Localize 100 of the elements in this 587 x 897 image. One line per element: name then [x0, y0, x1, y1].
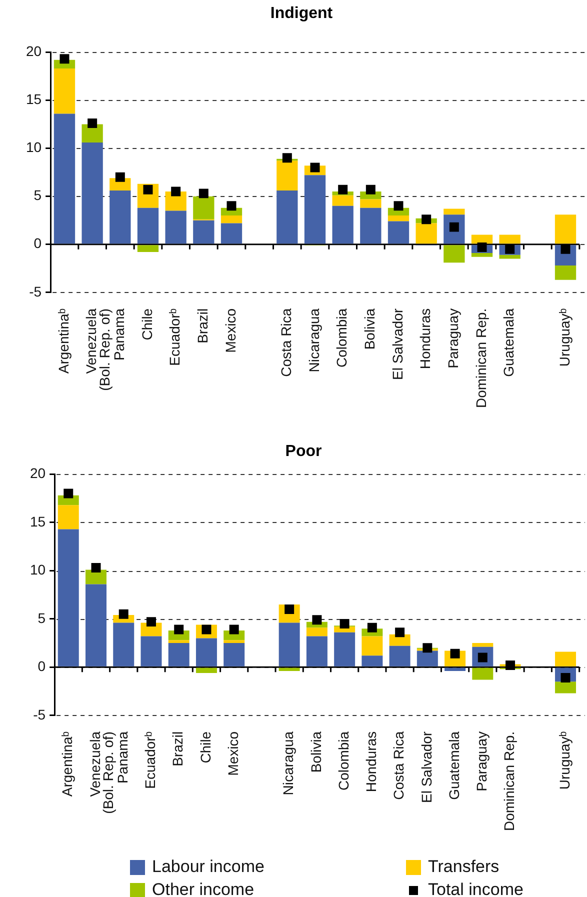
bar [193, 196, 214, 220]
point [312, 615, 322, 625]
y-tick-label: 5 [38, 610, 46, 626]
x-tick-label: Argentinaᵇ [59, 731, 76, 797]
bar [554, 266, 576, 280]
x-tick-label: Honduras [363, 731, 380, 792]
x-tick-label: Dominican Rep. [472, 308, 489, 408]
bar [168, 643, 190, 666]
point [64, 488, 74, 498]
point [60, 54, 70, 64]
y-tick-label: 15 [30, 513, 46, 530]
x-tick-label: Bolivia [308, 731, 324, 773]
x-tick-label: Guatemala [500, 308, 517, 377]
bar [86, 584, 106, 666]
bar [193, 220, 214, 244]
point [171, 186, 181, 196]
bar [278, 668, 300, 672]
point [115, 172, 125, 182]
legend-label: Labour income [152, 857, 264, 877]
x-tick-label: Venezuela (Bol. Rep. of) [86, 731, 116, 814]
bar [224, 640, 245, 644]
legend-label: Transfers [428, 857, 500, 877]
x-tick-label: Honduras [417, 308, 434, 370]
bar [388, 216, 410, 222]
bar [58, 529, 79, 666]
point [422, 214, 432, 224]
bar [196, 668, 217, 673]
x-tick-label: Brazil [194, 308, 211, 344]
x-tick-label: Panama [111, 308, 128, 361]
bar [137, 208, 159, 244]
bar [444, 208, 465, 215]
bar [82, 124, 103, 143]
bar [137, 245, 159, 252]
x-tick-label: Mexico [222, 308, 238, 353]
bar [58, 505, 79, 530]
bar [334, 632, 356, 666]
x-tick-label: Colombia [334, 308, 350, 368]
x-tick-label: Ecuadorᵇ [142, 731, 158, 789]
bar [168, 640, 190, 644]
bar [332, 206, 354, 244]
x-tick-label: El Salvador [418, 731, 434, 803]
bar [276, 160, 298, 191]
bar [444, 668, 466, 672]
x-tick-label: Chile [197, 731, 214, 764]
y-tick-label: 0 [38, 658, 46, 674]
x-tick-label: Costa Rica [390, 731, 407, 800]
bar [416, 650, 438, 666]
bar [110, 190, 131, 244]
bar [471, 234, 493, 244]
x-tick-label: Uruguayᵇ [556, 731, 572, 790]
bar [196, 638, 217, 666]
point [91, 563, 101, 573]
y-tick-label: 10 [26, 139, 42, 156]
bar [332, 195, 354, 206]
y-tick-label: 10 [30, 562, 46, 578]
bar [82, 142, 103, 244]
point [422, 643, 432, 653]
point [88, 118, 98, 128]
bar [554, 214, 576, 244]
bar [360, 199, 382, 208]
legend-label: Other income [152, 880, 254, 897]
bar [360, 208, 382, 244]
x-tick-label: Ecuadorᵇ [166, 308, 183, 366]
bar [362, 656, 383, 666]
x-tick-label: Paraguay [474, 731, 490, 792]
point [229, 624, 239, 634]
x-tick-label: Nicaragua [280, 731, 296, 796]
bar [555, 652, 576, 666]
legend-label: Total income [428, 880, 524, 897]
x-tick-label: Argentinaᵇ [55, 308, 72, 374]
bar [278, 622, 300, 666]
bar [388, 221, 410, 244]
x-tick-label: Dominican Rep. [501, 731, 518, 832]
point [395, 628, 405, 638]
point [310, 162, 320, 172]
y-tick-label: -5 [33, 706, 46, 722]
y-tick-label: 20 [26, 43, 42, 60]
y-tick-label: 0 [34, 235, 42, 252]
x-tick-label: Brazil [170, 731, 186, 766]
point [282, 153, 292, 163]
point [174, 624, 184, 634]
point [506, 660, 516, 670]
bar [224, 643, 245, 666]
bar [362, 636, 383, 656]
point [118, 609, 128, 619]
bar [304, 175, 326, 244]
bar [306, 636, 328, 666]
x-tick-label: Nicaragua [306, 308, 322, 372]
y-tick-label: -5 [29, 283, 42, 300]
x-tick-label: Chile [138, 308, 155, 340]
bar [416, 223, 437, 244]
point [226, 201, 236, 211]
x-tick-label: Costa Rica [278, 308, 294, 377]
chart-title: Indigent [270, 5, 334, 22]
bar [113, 622, 134, 666]
point [477, 242, 487, 252]
x-tick-label: Venezuela (Bol. Rep. of) [83, 308, 112, 391]
bar [499, 254, 520, 259]
bar [86, 570, 106, 584]
x-tick-label: Colombia [335, 731, 352, 791]
